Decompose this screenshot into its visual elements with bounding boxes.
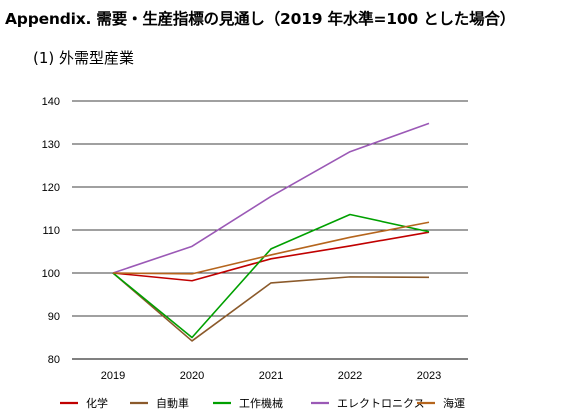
x-tick-label: 2023 <box>417 370 441 382</box>
legend-label: 自動車 <box>156 396 189 410</box>
axis-labels: 80 90 100 110 120 130 140 2019 2020 2021 2022 2023 <box>42 96 442 382</box>
y-tick-label: 100 <box>42 268 60 280</box>
y-tick-label: 110 <box>42 225 60 237</box>
series-line-1 <box>112 231 430 282</box>
legend-label: エレクトロニクス <box>337 397 425 410</box>
page-title: Appendix. 需要・生産指標の見通し（2019 年水準=100 とした場合… <box>5 10 515 28</box>
x-tick-label: 2022 <box>338 370 362 382</box>
series-line-5 <box>112 221 430 275</box>
section-title: (1) 外需型産業 <box>33 49 135 67</box>
grid-lines <box>72 100 468 360</box>
y-tick-label: 120 <box>42 182 60 194</box>
series-line-4 <box>112 122 430 274</box>
legend-label: 工作機械 <box>239 396 283 410</box>
x-tick-label: 2019 <box>101 370 125 382</box>
x-tick-label: 2021 <box>259 370 283 382</box>
y-tick-label: 80 <box>48 354 60 366</box>
legend-label: 化学 <box>86 396 108 410</box>
x-tick-label: 2020 <box>180 370 204 382</box>
series-line-3 <box>112 213 430 339</box>
y-tick-label: 130 <box>42 139 60 151</box>
y-tick-label: 140 <box>42 96 60 108</box>
series-line-2 <box>112 272 430 342</box>
series-lines <box>112 122 430 342</box>
y-tick-label: 90 <box>48 311 60 323</box>
legend: 化学 自動車 工作機械 エレクトロニクス 海運 <box>60 396 465 410</box>
legend-label: 海運 <box>443 396 465 410</box>
